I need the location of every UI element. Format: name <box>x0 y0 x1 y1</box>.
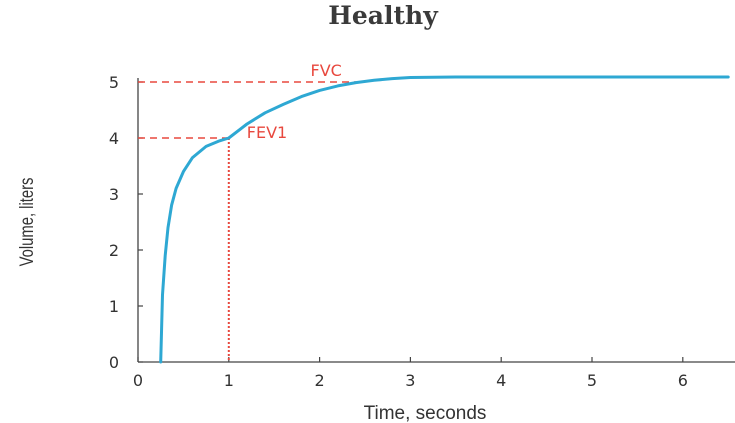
y-tick-label: 1 <box>109 297 119 316</box>
axes: 0 1 2 3 4 5 0 1 2 3 4 5 6 <box>109 73 735 390</box>
fev1-label: FEV1 <box>247 123 287 142</box>
chart-title: Healthy <box>328 1 439 30</box>
x-tick-label: 4 <box>496 371 506 390</box>
fvc-label: FVC <box>311 61 342 80</box>
x-tick-label: 6 <box>678 371 688 390</box>
x-tick-label: 3 <box>405 371 415 390</box>
y-axis-title: Volume, liters <box>16 178 37 267</box>
y-tick-label: 5 <box>109 73 119 92</box>
series-line <box>159 75 730 364</box>
y-tick-label: 2 <box>109 241 119 260</box>
x-tick-label: 1 <box>224 371 234 390</box>
series-layer <box>159 75 730 364</box>
x-axis-title: Time, seconds <box>364 403 487 423</box>
y-tick-label: 4 <box>109 129 119 148</box>
annotation-layer: FEV1 FVC <box>247 61 342 142</box>
reference-lines <box>138 81 356 362</box>
x-tick-label: 5 <box>587 371 597 390</box>
x-tick-label: 2 <box>315 371 325 390</box>
y-tick-label: 3 <box>109 185 119 204</box>
y-tick-label: 0 <box>109 353 119 372</box>
x-tick-label: 0 <box>133 371 143 390</box>
